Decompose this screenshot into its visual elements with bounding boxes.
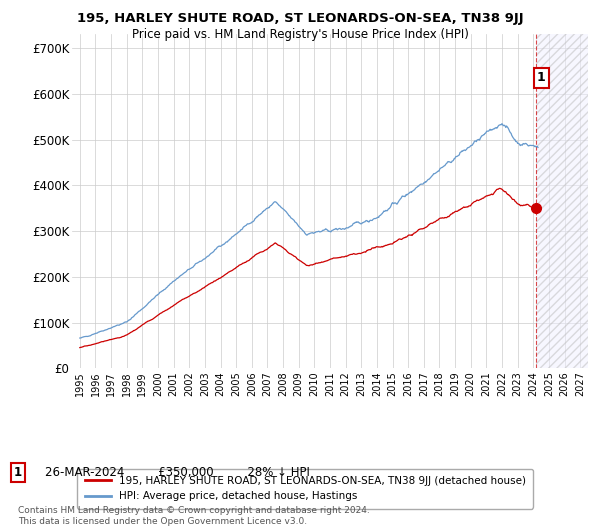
Bar xyxy=(536,34,588,368)
Text: 195, HARLEY SHUTE ROAD, ST LEONARDS-ON-SEA, TN38 9JJ: 195, HARLEY SHUTE ROAD, ST LEONARDS-ON-S… xyxy=(77,12,523,25)
Text: 26-MAR-2024         £350,000         28% ↓ HPI: 26-MAR-2024 £350,000 28% ↓ HPI xyxy=(45,466,310,479)
Text: Price paid vs. HM Land Registry's House Price Index (HPI): Price paid vs. HM Land Registry's House … xyxy=(131,28,469,41)
Legend: 195, HARLEY SHUTE ROAD, ST LEONARDS-ON-SEA, TN38 9JJ (detached house), HPI: Aver: 195, HARLEY SHUTE ROAD, ST LEONARDS-ON-S… xyxy=(77,469,533,508)
Text: Contains HM Land Registry data © Crown copyright and database right 2024.
This d: Contains HM Land Registry data © Crown c… xyxy=(18,506,370,526)
Text: 1: 1 xyxy=(537,72,545,84)
Text: 1: 1 xyxy=(14,466,22,479)
